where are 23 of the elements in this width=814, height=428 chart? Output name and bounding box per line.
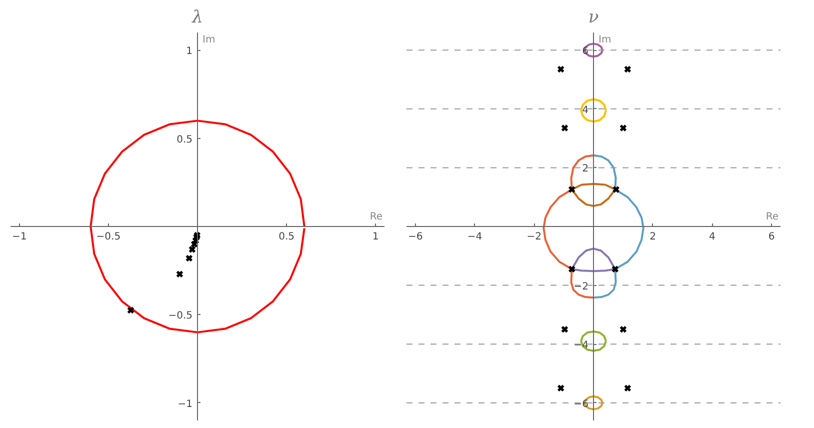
y-tick-label: 2	[582, 164, 589, 175]
y-tick-label: −0.5	[168, 310, 193, 322]
y-tick-label: 0.5	[176, 134, 193, 146]
x-axis-title: Re	[370, 212, 383, 222]
x-tick-label: −6	[408, 232, 423, 242]
y-tick-label: 4	[582, 104, 589, 116]
x-tick-label: −4	[467, 232, 482, 242]
y-tick-label: −2	[574, 281, 589, 292]
x-tick-label: 0.5	[278, 232, 294, 242]
x-tick-label: 1	[372, 232, 379, 242]
chart-title: λ	[191, 8, 203, 28]
x-axis-title: Re	[766, 212, 779, 222]
y-tick-label: 1	[186, 46, 193, 58]
x-tick-label: 6	[768, 232, 775, 242]
x-tick-label: 4	[709, 232, 716, 242]
x-tick-label: 2	[650, 232, 656, 242]
x-tick-label: −1	[12, 232, 27, 242]
y-axis-title: Im	[598, 34, 612, 46]
y-axis-title: Im	[202, 34, 216, 46]
x-tick-label: −0.5	[96, 232, 121, 242]
chart-title: ν	[588, 8, 599, 28]
y-tick-label: −1	[178, 398, 193, 410]
x-tick-label: −2	[526, 232, 542, 242]
